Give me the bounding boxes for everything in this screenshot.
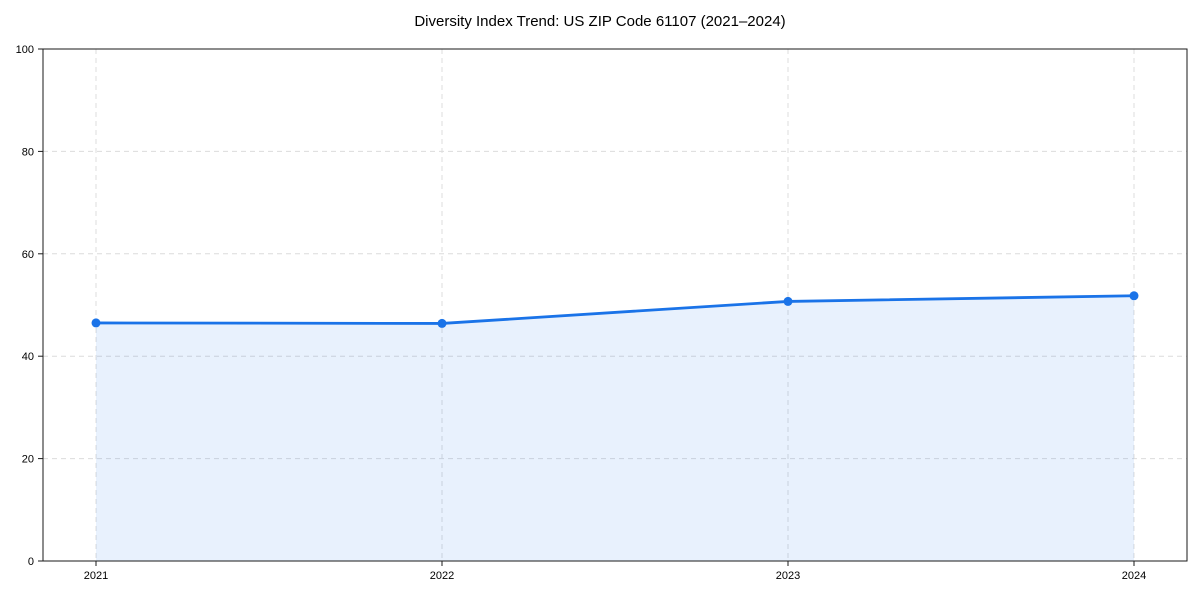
chart-title: Diversity Index Trend: US ZIP Code 61107… xyxy=(414,13,786,30)
x-axis-tick-label: 2023 xyxy=(776,570,800,582)
area-fill xyxy=(96,295,1134,561)
data-point xyxy=(783,296,793,306)
plot-border xyxy=(42,48,1188,562)
y-axis-tick-label: 60 xyxy=(22,249,34,261)
trend-line xyxy=(94,294,1136,325)
x-axis-tick-label: 2021 xyxy=(84,570,108,582)
data-point xyxy=(437,318,447,328)
x-axis-tick-label: 2022 xyxy=(430,570,454,582)
x-axis-tick-label: 2024 xyxy=(1122,570,1146,582)
y-axis-tick-label: 80 xyxy=(22,146,34,158)
y-axis-tick-label: 0 xyxy=(28,556,34,568)
y-axis-tick-label: 20 xyxy=(22,454,34,466)
y-axis-tick-label: 40 xyxy=(22,351,34,363)
y-axis-tick-label: 100 xyxy=(16,44,34,56)
data-point xyxy=(91,318,101,328)
data-point xyxy=(1129,291,1139,301)
